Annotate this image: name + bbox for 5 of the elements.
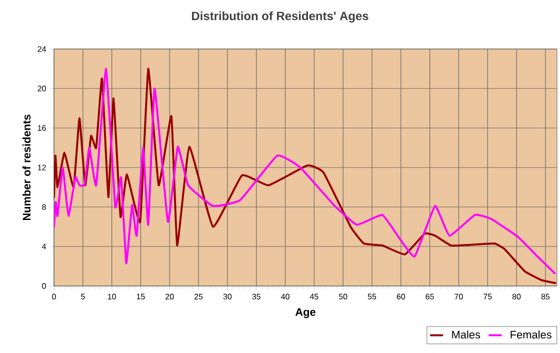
x-axis-title: Age [295, 308, 316, 318]
y-axis-title: Number of residents [22, 114, 31, 220]
legend-label: Males [452, 330, 480, 339]
chart-title: Distribution of Residents' Ages [192, 11, 368, 23]
legend-label: Females [510, 330, 552, 339]
